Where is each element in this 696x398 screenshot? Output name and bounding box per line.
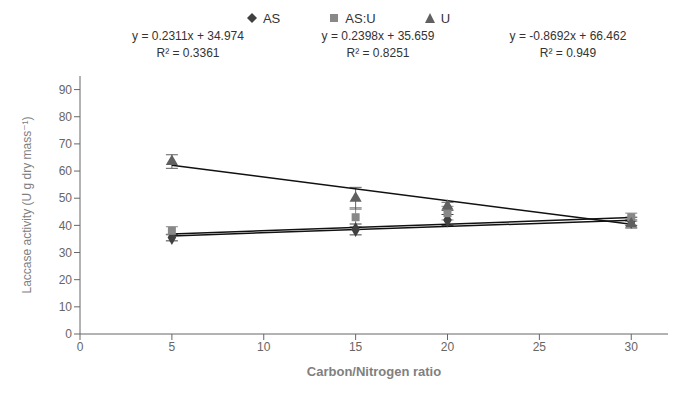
html-text:y = 0.2311x + 34.974: y = 0.2311x + 34.974 [132,29,244,43]
svg-text:40: 40 [59,219,73,233]
svg-text:50: 50 [59,191,73,205]
html-text:y = 0.2398x + 35.659: y = 0.2398x + 35.659 [321,29,435,43]
html-text:AS: AS [263,10,281,26]
svg-text:10: 10 [59,300,73,314]
svg-text:Laccase activity (U g dry mass: Laccase activity (U g dry mass⁻¹) [20,116,34,293]
svg-text:5: 5 [169,340,176,354]
svg-text:30: 30 [625,340,639,354]
svg-text:80: 80 [59,110,73,124]
svg-text:Carbon/Nitrogen ratio: Carbon/Nitrogen ratio [307,364,441,379]
svg-text:0: 0 [65,327,72,341]
svg-text:15: 15 [349,340,363,354]
svg-text:10: 10 [257,340,271,354]
html-text:y = -0.8692x + 66.462: y = -0.8692x + 66.462 [509,29,627,43]
svg-text:20: 20 [59,273,73,287]
svg-text:90: 90 [59,83,73,97]
svg-text:0: 0 [77,340,84,354]
svg-text:30: 30 [59,246,73,260]
svg-text:20: 20 [441,340,455,354]
svg-text:60: 60 [59,164,73,178]
html-text:AS:U: AS:U [345,10,376,26]
svg-text:70: 70 [59,137,73,151]
html-text:R² = 0.3361: R² = 0.3361 [156,46,220,60]
html-text:R² = 0.949: R² = 0.949 [539,46,597,60]
svg-text:25: 25 [533,340,547,354]
html-text:U: U [440,10,450,26]
html-text:R² = 0.8251: R² = 0.8251 [346,46,410,60]
